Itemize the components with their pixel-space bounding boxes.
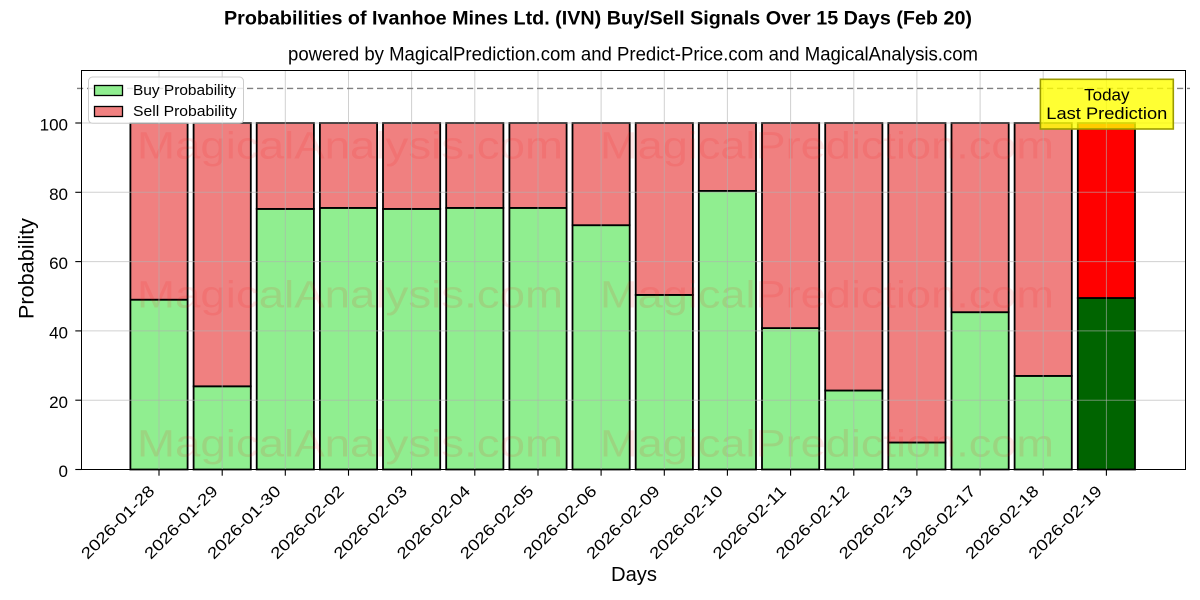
svg-text:40: 40 <box>49 324 68 343</box>
svg-text:powered by MagicalPrediction.c: powered by MagicalPrediction.com and Pre… <box>288 45 978 66</box>
svg-text:80: 80 <box>49 185 68 204</box>
svg-text:0: 0 <box>59 462 68 481</box>
svg-text:MagicalAnalysis.com: MagicalAnalysis.com <box>137 275 563 317</box>
svg-text:Days: Days <box>611 564 657 586</box>
svg-text:Last Prediction: Last Prediction <box>1046 104 1167 123</box>
svg-text:MagicalAnalysis.com: MagicalAnalysis.com <box>137 424 563 466</box>
svg-text:Buy Probability: Buy Probability <box>133 83 237 99</box>
svg-text:100: 100 <box>40 116 68 135</box>
svg-text:20: 20 <box>49 393 68 412</box>
svg-text:Sell Probability: Sell Probability <box>133 104 238 120</box>
svg-text:MagicalPrediction.com: MagicalPrediction.com <box>600 275 1054 317</box>
svg-text:MagicalAnalysis.com: MagicalAnalysis.com <box>137 126 563 168</box>
svg-text:Probabilities of Ivanhoe Mines: Probabilities of Ivanhoe Mines Ltd. (IVN… <box>224 9 972 30</box>
svg-text:MagicalPrediction.com: MagicalPrediction.com <box>600 424 1054 466</box>
svg-text:Probability: Probability <box>16 218 39 319</box>
svg-text:Today: Today <box>1084 86 1130 105</box>
svg-text:60: 60 <box>49 254 68 273</box>
svg-text:MagicalPrediction.com: MagicalPrediction.com <box>600 126 1054 168</box>
